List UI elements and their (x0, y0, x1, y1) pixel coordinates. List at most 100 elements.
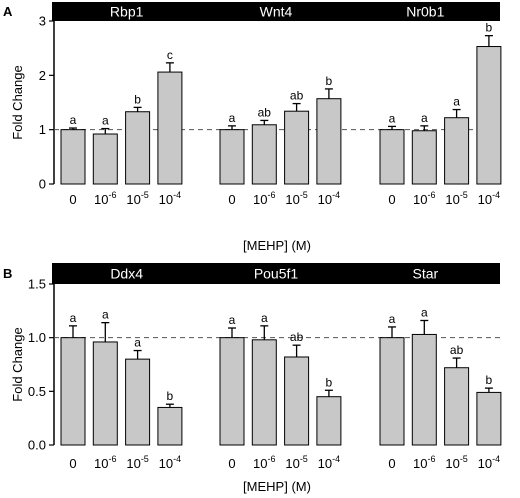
x-tick-label: 10-4 (478, 454, 500, 471)
significance-letter: a (70, 113, 77, 127)
significance-letter: a (421, 111, 428, 125)
significance-letter: a (229, 111, 236, 125)
gene-label: Nr0b1 (406, 4, 444, 20)
significance-letter: a (261, 311, 268, 325)
x-tick-label: 10-6 (94, 190, 116, 207)
x-tick-exponent: -5 (141, 190, 149, 200)
bar (125, 358, 151, 446)
bar (219, 337, 245, 446)
x-tick-label: 10-6 (413, 190, 435, 207)
bar (251, 339, 277, 446)
y-tick-label: 0.0 (28, 438, 46, 453)
bar (444, 117, 470, 185)
gene-label: Rbp1 (110, 4, 144, 20)
y-tick-label: 1.0 (28, 330, 46, 345)
bar (284, 356, 310, 446)
bar (316, 98, 342, 185)
x-tick-label: 10-5 (126, 454, 148, 471)
bar (157, 71, 183, 185)
y-axis-label: Fold Change (10, 65, 25, 139)
x-tick-label: 10-5 (445, 190, 467, 207)
x-tick-exponent: -6 (109, 454, 117, 464)
x-axis-label: [MEHP] (M) (243, 479, 311, 494)
x-tick-exponent: -6 (268, 190, 276, 200)
significance-letter: ab (450, 343, 464, 357)
gene-label: Pou5f1 (254, 266, 299, 282)
panel-letter: A (3, 4, 13, 19)
significance-letter: b (167, 389, 174, 403)
significance-letter: a (102, 114, 109, 128)
x-tick-label: 10-5 (126, 190, 148, 207)
x-tick-label: 10-5 (285, 454, 307, 471)
bar (316, 396, 342, 446)
significance-letter: a (134, 336, 141, 350)
significance-letter: a (70, 311, 77, 325)
significance-letter: b (134, 92, 141, 106)
x-tick-label: 10-4 (318, 454, 340, 471)
significance-letter: b (326, 74, 333, 88)
bar (92, 133, 118, 185)
x-tick-exponent: -4 (492, 190, 500, 200)
gene-label: Star (412, 266, 438, 282)
y-tick-label: 3 (39, 14, 46, 29)
significance-letter: ab (258, 105, 272, 119)
significance-letter: c (167, 48, 173, 62)
x-tick-label: 10-6 (253, 190, 275, 207)
significance-letter: a (229, 313, 236, 327)
x-tick-exponent: -6 (268, 454, 276, 464)
gene-label: Ddx4 (110, 266, 143, 282)
x-tick-label: 10-5 (445, 454, 467, 471)
y-tick-label: 1.5 (28, 277, 46, 292)
bar (379, 129, 405, 185)
x-tick-label: 10-4 (159, 190, 181, 207)
bar (251, 124, 277, 185)
x-tick-exponent: -5 (460, 190, 468, 200)
y-tick-label: 0 (39, 177, 46, 192)
bar (92, 341, 118, 446)
bar (60, 129, 86, 185)
significance-letter: a (421, 305, 428, 319)
bar (219, 129, 245, 185)
x-tick-exponent: -4 (332, 190, 340, 200)
x-tick-exponent: -5 (300, 190, 308, 200)
x-tick-exponent: -4 (173, 190, 181, 200)
significance-letter: b (486, 21, 493, 35)
significance-letter: b (326, 375, 333, 389)
bar (157, 406, 183, 446)
significance-letter: b (486, 373, 493, 387)
x-tick-exponent: -5 (300, 454, 308, 464)
significance-letter: a (102, 308, 109, 322)
significance-letter: a (453, 95, 460, 109)
x-tick-label: 0 (388, 192, 395, 207)
x-tick-exponent: -4 (332, 454, 340, 464)
significance-letter: a (389, 312, 396, 326)
x-axis-label: [MEHP] (M) (243, 238, 311, 253)
gene-label: Wnt4 (260, 4, 293, 20)
x-tick-exponent: -4 (173, 454, 181, 464)
x-tick-exponent: -4 (492, 454, 500, 464)
x-tick-label: 0 (69, 192, 76, 207)
x-tick-exponent: -6 (428, 454, 436, 464)
significance-letter: ab (290, 89, 304, 103)
bar (411, 333, 437, 446)
x-tick-label: 10-4 (318, 190, 340, 207)
x-tick-exponent: -6 (109, 190, 117, 200)
gene-banner (52, 263, 500, 284)
y-tick-label: 1 (39, 122, 46, 137)
x-tick-label: 10-5 (285, 190, 307, 207)
bar (284, 110, 310, 185)
bar (444, 367, 470, 446)
y-tick-label: 2 (39, 68, 46, 83)
panel-letter: B (3, 266, 12, 281)
bar (379, 337, 405, 446)
x-tick-exponent: -5 (460, 454, 468, 464)
significance-letter: a (389, 111, 396, 125)
bar (476, 391, 502, 446)
x-tick-label: 10-6 (413, 454, 435, 471)
x-tick-label: 0 (228, 456, 235, 471)
x-tick-exponent: -5 (141, 454, 149, 464)
y-tick-label: 0.5 (28, 384, 46, 399)
x-tick-label: 10-4 (159, 454, 181, 471)
significance-letter: ab (290, 330, 304, 344)
